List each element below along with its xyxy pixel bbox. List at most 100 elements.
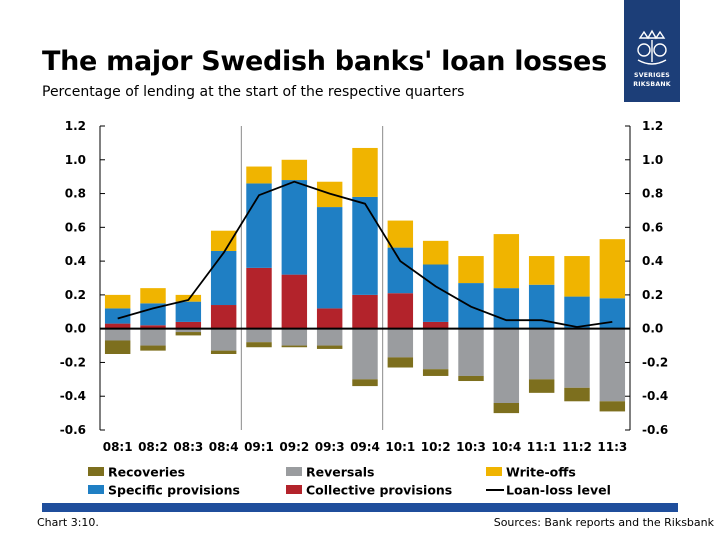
x-tick-label: 09:2	[279, 440, 309, 454]
legend-swatch-specific	[88, 485, 104, 494]
y-tick-label-right: -0.6	[642, 423, 668, 437]
bar-writeoffs	[104, 294, 131, 309]
x-tick-label: 09:1	[244, 440, 274, 454]
legend-label-writeoffs: Write-offs	[506, 465, 576, 480]
bar-writeoffs	[528, 256, 555, 285]
y-tick-label-right: -0.4	[642, 389, 668, 403]
bar-collective	[316, 308, 343, 329]
bar-writeoffs	[564, 256, 590, 297]
bar-recoveries	[493, 402, 520, 414]
bar-writeoffs	[352, 147, 378, 197]
crown-crest-icon	[637, 29, 667, 65]
bar-reversals	[316, 328, 343, 346]
bar-collective	[246, 267, 272, 329]
bar-recoveries	[316, 345, 343, 349]
y-tick-label-right: 0.6	[642, 220, 663, 234]
bar-reversals	[458, 328, 484, 376]
bar-writeoffs	[458, 256, 484, 284]
chart-legend: Recoveries Reversals Write-offs Specific pr…	[88, 465, 611, 498]
bar-recoveries	[564, 387, 590, 402]
bar-specific	[352, 196, 378, 295]
bar-reversals	[140, 328, 166, 346]
bar-collective	[140, 325, 166, 329]
bar-recoveries	[210, 350, 237, 354]
y-tick-label-left: 0.4	[65, 254, 86, 268]
y-tick-label-left: 0.8	[65, 187, 86, 201]
bar-specific	[387, 247, 414, 294]
bar-specific	[175, 301, 202, 322]
y-tick-label-right: 1.0	[642, 153, 663, 167]
bar-recoveries	[281, 345, 308, 348]
bar-specific	[564, 296, 590, 329]
bar-recoveries	[599, 401, 626, 412]
y-tick-label-right: -0.2	[642, 355, 668, 369]
bar-specific	[493, 288, 520, 329]
bar-collective	[175, 321, 202, 329]
chart-line-layer	[117, 180, 613, 328]
page-subtitle: Percentage of lending at the start of th…	[42, 84, 465, 100]
x-tick-label: 08:2	[138, 440, 168, 454]
bar-recoveries	[352, 379, 378, 387]
bar-writeoffs	[246, 166, 272, 184]
bar-specific	[422, 264, 449, 322]
bar-writeoffs	[599, 239, 626, 299]
chart-number: Chart 3:10.	[37, 516, 99, 529]
bar-reversals	[175, 328, 202, 333]
logo-text-line1: SVERIGES	[634, 72, 670, 79]
bar-recoveries	[140, 345, 166, 351]
bar-collective	[387, 293, 414, 329]
bar-reversals	[104, 328, 131, 341]
chart-grid	[240, 126, 384, 430]
legend-swatch-collective	[286, 485, 302, 494]
x-tick-label: 08:1	[103, 440, 133, 454]
x-tick-label: 09:4	[350, 440, 380, 454]
legend-label-recoveries: Recoveries	[108, 465, 185, 480]
bar-recoveries	[458, 375, 484, 382]
chart-bars	[104, 147, 626, 414]
legend-label-specific: Specific provisions	[108, 483, 240, 498]
x-tick-label: 10:2	[421, 440, 451, 454]
bar-recoveries	[422, 369, 449, 376]
chart-sources: Sources: Bank reports and the Riksbank	[493, 516, 714, 529]
bar-specific	[316, 207, 343, 309]
bar-recoveries	[387, 357, 414, 368]
bar-reversals	[493, 328, 520, 403]
legend-label-line: Loan-loss level	[506, 483, 611, 498]
bar-recoveries	[175, 332, 202, 336]
x-tick-label: 11:3	[597, 440, 627, 454]
bar-collective	[352, 294, 378, 329]
bar-specific	[140, 303, 166, 326]
bar-collective	[104, 323, 131, 329]
riksbank-logo: SVERIGES RIKSBANK	[624, 0, 680, 102]
bar-writeoffs	[281, 159, 308, 181]
y-tick-label-left: 0.6	[65, 220, 86, 234]
legend-label-reversals: Reversals	[306, 465, 375, 480]
bar-writeoffs	[210, 230, 237, 251]
bottom-accent-bar	[42, 503, 678, 512]
x-tick-label: 09:3	[315, 440, 345, 454]
x-tick-label: 08:3	[173, 440, 203, 454]
bar-specific	[599, 298, 626, 329]
x-tick-label: 10:3	[456, 440, 486, 454]
y-tick-label-left: -0.6	[60, 423, 86, 437]
bar-collective	[281, 274, 308, 329]
x-tick-label: 10:4	[491, 440, 521, 454]
bar-writeoffs	[493, 234, 520, 289]
bar-recoveries	[528, 379, 555, 393]
y-tick-label-right: 0.4	[642, 254, 663, 268]
bar-reversals	[599, 328, 626, 402]
x-tick-label: 08:4	[209, 440, 239, 454]
x-tick-label: 10:1	[385, 440, 415, 454]
x-tick-label: 11:1	[527, 440, 557, 454]
y-tick-label-left: -0.4	[60, 389, 86, 403]
legend-swatch-reversals	[286, 467, 302, 476]
bar-specific	[246, 183, 272, 268]
bar-reversals	[387, 328, 414, 358]
legend-label-collective: Collective provisions	[306, 483, 452, 498]
y-tick-label-left: 1.0	[65, 153, 86, 167]
bar-specific	[281, 180, 308, 275]
y-tick-label-right: 1.2	[642, 119, 663, 133]
page-title: The major Swedish banks' loan losses	[42, 46, 607, 77]
logo-text-line2: RIKSBANK	[633, 81, 671, 88]
